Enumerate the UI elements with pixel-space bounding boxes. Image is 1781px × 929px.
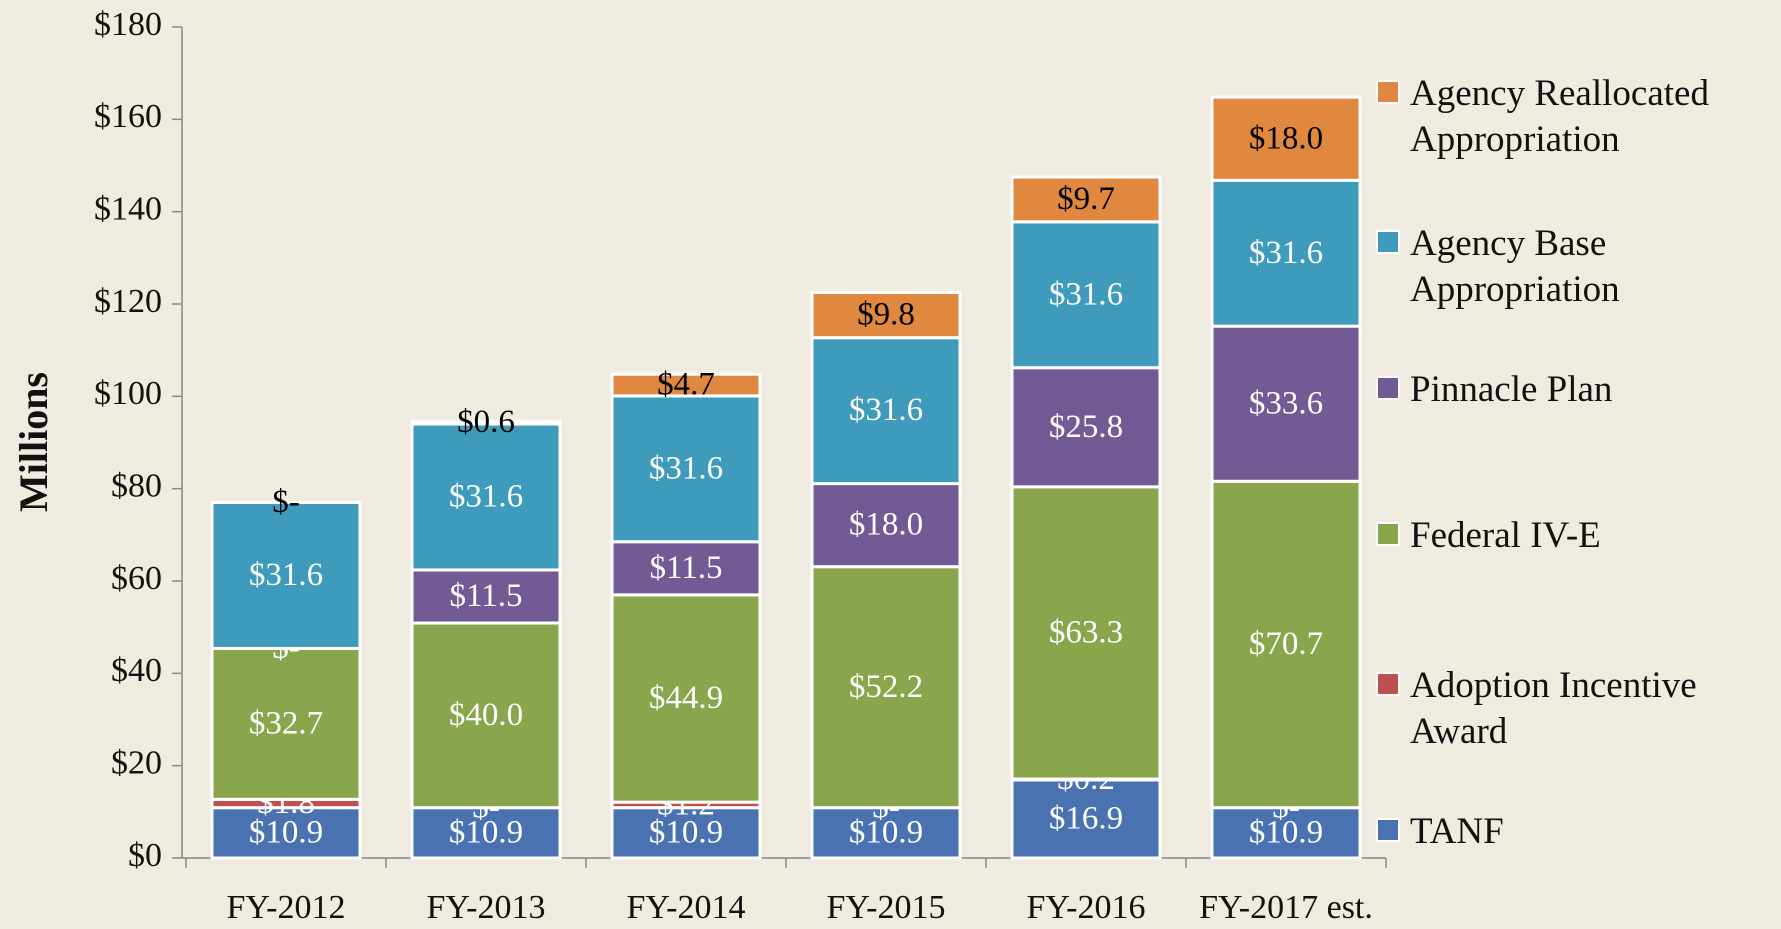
legend-swatch	[1376, 80, 1400, 104]
legend-swatch	[1376, 376, 1400, 400]
data-label: $10.9	[449, 814, 523, 850]
legend-label: Agency Reallocated Appropriation	[1410, 73, 1709, 160]
data-label: $9.8	[857, 297, 915, 333]
data-label: $31.6	[1249, 235, 1323, 271]
bar-segment	[410, 806, 562, 860]
legend-item: Pinnacle Plan	[1376, 367, 1776, 413]
bar-segment	[810, 565, 962, 810]
bar-segment	[210, 806, 362, 860]
bar-segment	[410, 621, 562, 810]
data-label: $31.6	[649, 450, 723, 486]
x-tick-label: FY-2016	[1026, 889, 1145, 926]
x-tick-label: FY-2017 est.	[1199, 889, 1373, 926]
legend-label: Federal IV-E	[1410, 515, 1601, 556]
legend-swatch	[1376, 672, 1400, 696]
bar-segment	[1010, 778, 1162, 860]
y-tick-label: $160	[94, 98, 162, 135]
y-tick-label: $0	[128, 837, 162, 874]
data-label: $10.9	[249, 814, 323, 850]
y-tick-label: $100	[94, 375, 162, 412]
y-tick-label: $140	[94, 190, 162, 227]
y-tick-label: $40	[111, 652, 162, 689]
data-label: $31.6	[449, 479, 523, 515]
bar-segment	[610, 372, 762, 398]
legend-swatch	[1376, 522, 1400, 546]
bar-segment	[610, 593, 762, 804]
y-axis-label: Millions	[11, 372, 56, 512]
data-label: $52.2	[849, 669, 923, 705]
data-label: $25.8	[1049, 409, 1123, 445]
bar-segment	[1210, 178, 1362, 328]
legend-label: Agency Base Appropriation	[1410, 223, 1620, 310]
bar-segment	[610, 394, 762, 544]
data-label: $70.7	[1249, 626, 1323, 662]
x-tick-label: FY-2013	[426, 889, 545, 926]
bar-segment	[610, 540, 762, 597]
data-label: $9.7	[1057, 181, 1115, 217]
data-label: $33.6	[1249, 385, 1323, 421]
bar-segment	[1210, 95, 1362, 182]
data-label: $10.9	[849, 814, 923, 850]
data-label: $63.3	[1049, 615, 1123, 651]
data-label: $0.6	[457, 404, 515, 440]
bar-segment	[810, 290, 962, 340]
legend-label: Pinnacle Plan	[1410, 369, 1613, 410]
legend-item: Agency Base Appropriation	[1376, 221, 1776, 313]
legend-item: Adoption Incentive Award	[1376, 663, 1776, 755]
data-label: $44.9	[649, 680, 723, 716]
data-label: $31.6	[849, 392, 923, 428]
y-tick-label: $20	[111, 744, 162, 781]
x-tick-label: FY-2015	[826, 889, 945, 926]
data-label: $10.9	[649, 814, 723, 850]
data-label: $-	[272, 484, 300, 520]
data-label: $16.9	[1049, 801, 1123, 837]
bar-segment	[1010, 485, 1162, 781]
legend-label: Adoption Incentive Award	[1410, 665, 1697, 752]
bar-segment	[1010, 366, 1162, 489]
legend-swatch	[1376, 230, 1400, 254]
bar-segment	[210, 501, 362, 650]
legend-label: TANF	[1410, 811, 1504, 852]
data-label: $18.0	[1249, 120, 1323, 156]
bar-segment	[410, 419, 562, 426]
bar-segment	[1210, 324, 1362, 483]
data-label: $11.5	[449, 578, 522, 614]
data-label: $40.0	[449, 697, 523, 733]
y-tick-label: $120	[94, 283, 162, 320]
bar-segment	[1010, 175, 1162, 224]
y-tick-label: $60	[111, 560, 162, 597]
data-label: $31.6	[249, 557, 323, 593]
y-tick-label: $180	[94, 6, 162, 43]
x-tick-label: FY-2012	[226, 889, 345, 926]
legend-item: Agency Reallocated Appropriation	[1376, 71, 1776, 163]
data-label: $4.7	[657, 367, 715, 403]
bar-segment	[210, 646, 362, 801]
x-tick-label: FY-2014	[626, 889, 745, 926]
bar-segment	[1210, 479, 1362, 810]
data-label: $18.0	[849, 507, 923, 543]
data-label: $11.5	[649, 550, 722, 586]
legend-item: Federal IV-E	[1376, 513, 1776, 559]
legend-item: TANF	[1376, 809, 1776, 855]
data-label: $31.6	[1049, 276, 1123, 312]
data-label: $10.9	[1249, 814, 1323, 850]
y-tick-label: $80	[111, 467, 162, 504]
legend-swatch	[1376, 818, 1400, 842]
data-label: $32.7	[249, 705, 323, 741]
